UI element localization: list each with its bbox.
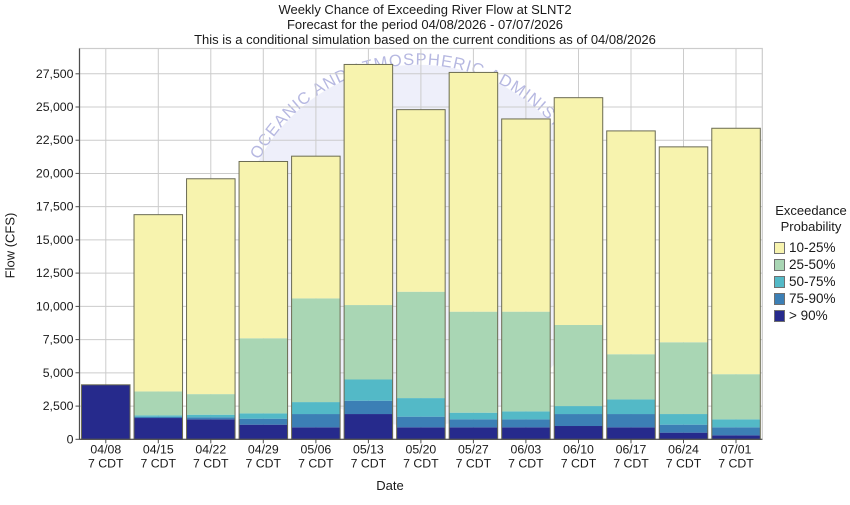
svg-text:7 CDT: 7 CDT (613, 456, 649, 470)
svg-text:27,500: 27,500 (36, 67, 74, 81)
svg-text:10,000: 10,000 (36, 299, 74, 313)
svg-text:05/20: 05/20 (406, 442, 437, 456)
svg-text:12,500: 12,500 (36, 266, 74, 280)
svg-text:04/15: 04/15 (143, 442, 174, 456)
svg-text:7 CDT: 7 CDT (141, 456, 177, 470)
svg-text:04/22: 04/22 (195, 442, 226, 456)
svg-text:7 CDT: 7 CDT (718, 456, 754, 470)
svg-text:17,500: 17,500 (36, 200, 74, 214)
svg-text:7 CDT: 7 CDT (193, 456, 229, 470)
svg-text:7,500: 7,500 (43, 333, 74, 347)
svg-text:7 CDT: 7 CDT (456, 456, 492, 470)
svg-text:04/08: 04/08 (90, 442, 121, 456)
svg-text:7 CDT: 7 CDT (561, 456, 597, 470)
svg-text:7 CDT: 7 CDT (403, 456, 439, 470)
svg-text:06/17: 06/17 (616, 442, 647, 456)
svg-text:7 CDT: 7 CDT (351, 456, 387, 470)
svg-text:5,000: 5,000 (43, 366, 74, 380)
svg-text:7 CDT: 7 CDT (246, 456, 282, 470)
svg-text:2,500: 2,500 (43, 399, 74, 413)
svg-text:25,000: 25,000 (36, 100, 74, 114)
svg-text:04/29: 04/29 (248, 442, 279, 456)
svg-text:07/01: 07/01 (721, 442, 752, 456)
svg-text:06/03: 06/03 (511, 442, 542, 456)
svg-text:05/27: 05/27 (458, 442, 489, 456)
svg-text:05/06: 05/06 (301, 442, 332, 456)
svg-text:22,500: 22,500 (36, 133, 74, 147)
svg-text:7 CDT: 7 CDT (508, 456, 544, 470)
svg-text:7 CDT: 7 CDT (88, 456, 124, 470)
svg-text:0: 0 (67, 432, 74, 446)
svg-text:05/13: 05/13 (353, 442, 384, 456)
svg-text:06/24: 06/24 (668, 442, 699, 456)
svg-text:15,000: 15,000 (36, 233, 74, 247)
svg-text:20,000: 20,000 (36, 166, 74, 180)
svg-text:7 CDT: 7 CDT (666, 456, 702, 470)
svg-text:7 CDT: 7 CDT (298, 456, 334, 470)
svg-text:06/10: 06/10 (563, 442, 594, 456)
